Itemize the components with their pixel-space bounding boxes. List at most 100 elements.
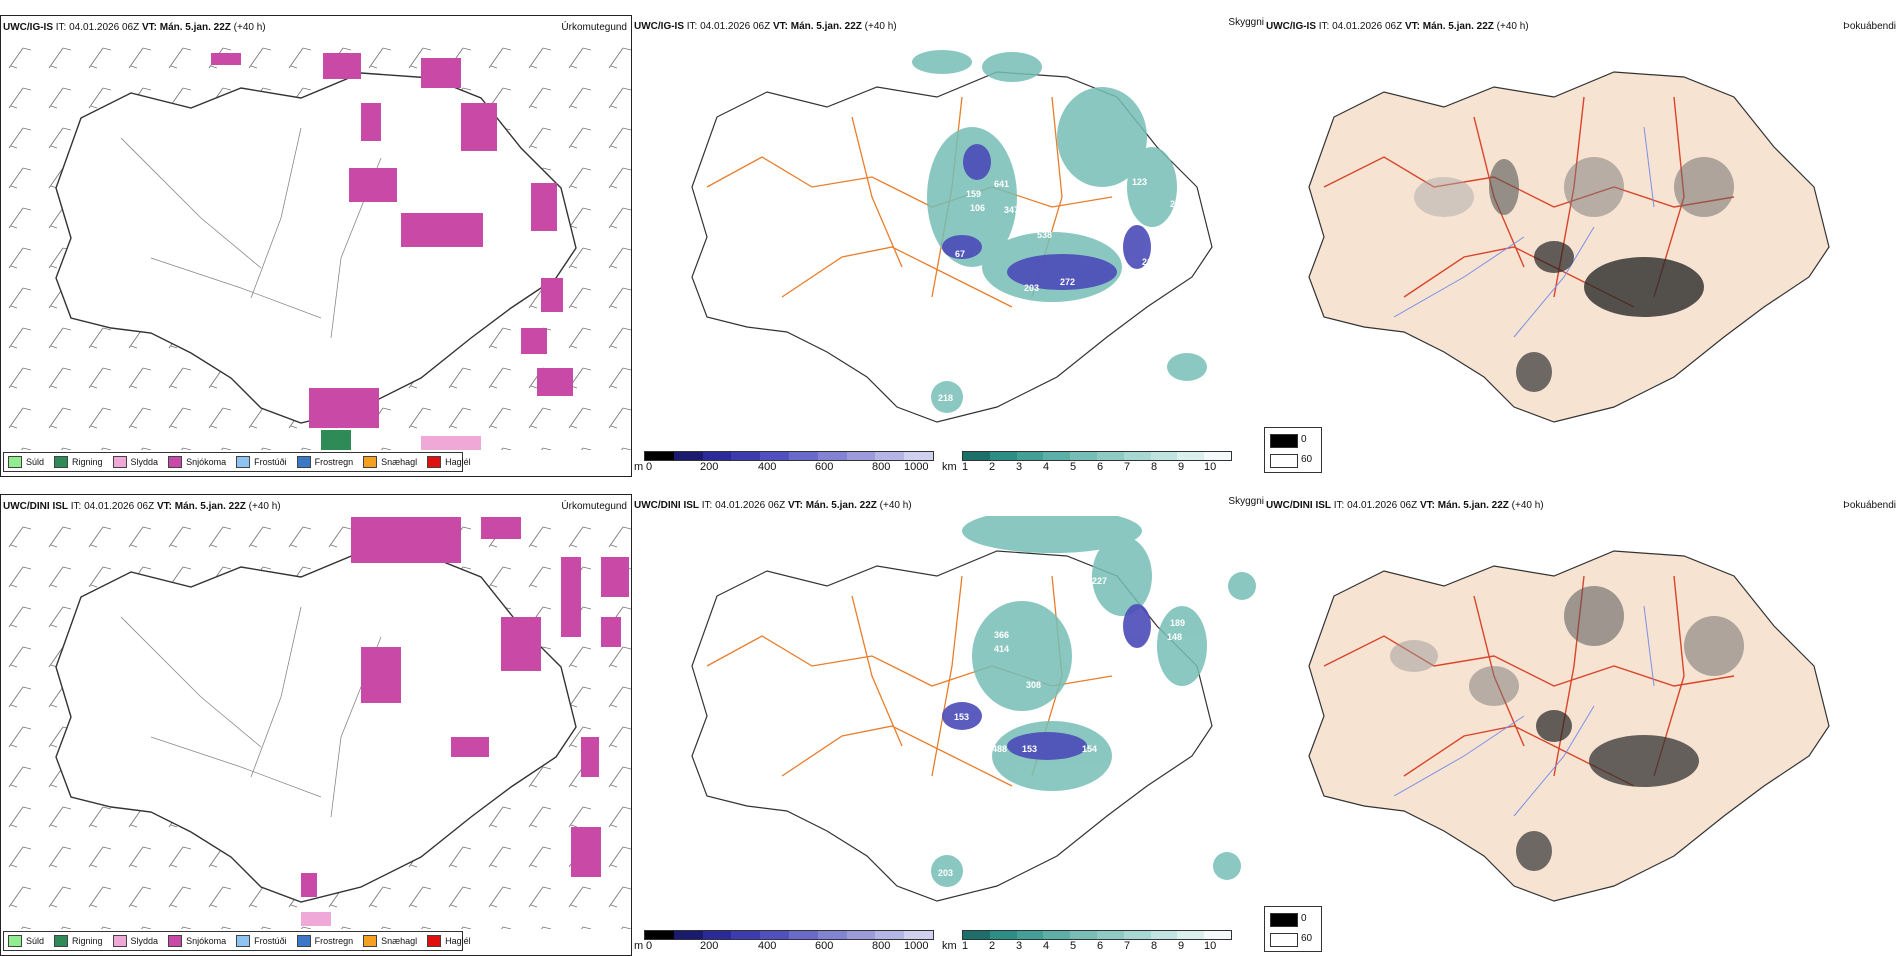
vis-tick: 10 (1204, 940, 1217, 952)
svg-text:308: 308 (1026, 680, 1041, 690)
vt-label: VT: (772, 21, 788, 32)
height-tick: 1000 (904, 940, 929, 952)
vis-color-step (1070, 931, 1097, 939)
fog-title: Þokuábendi (1843, 500, 1896, 511)
fog-legend-high: 60 (1301, 454, 1313, 465)
vis-tick: 5 (1070, 940, 1077, 952)
legend-item: Rigning (54, 456, 103, 468)
vis-tick: 6 (1097, 461, 1104, 473)
vis-color-step (1150, 931, 1178, 939)
vis-tick: 5 (1070, 461, 1077, 473)
cloud-map: 806 641 347 538 159 106 123 261 219 272 … (691, 50, 1213, 423)
height-color-step (645, 931, 674, 939)
vis-tick: 7 (1124, 461, 1131, 473)
legend-swatch (427, 456, 442, 468)
height-tick: 800 (872, 940, 891, 952)
vis-tick: 9 (1178, 940, 1185, 952)
legend-swatch (168, 935, 183, 947)
vis-tick: 4 (1043, 461, 1050, 473)
fog-legend-dark (1270, 913, 1298, 927)
legend-swatch (296, 935, 311, 947)
fog-legend-high: 60 (1301, 933, 1313, 944)
height-colorbar-strip (644, 451, 934, 461)
vis-unit: km (942, 461, 957, 473)
precip-panel-1: UWC/IG-IS IT: 04.01.2026 06Z VT: Mán. 5.… (0, 15, 632, 477)
height-tick: 200 (700, 461, 719, 473)
vt-value: Mán. 5.jan. 22Z (174, 501, 246, 512)
legend-item: Súld (8, 935, 44, 947)
svg-text:806: 806 (990, 125, 1005, 135)
height-color-step (731, 931, 761, 939)
vis-color-step (1016, 931, 1044, 939)
height-tick: 0 (646, 940, 653, 952)
legend-swatch (296, 456, 311, 468)
svg-text:153: 153 (1022, 744, 1037, 754)
height-tick: 1000 (904, 461, 929, 473)
legend-swatch (236, 935, 251, 947)
height-tick: 400 (758, 461, 777, 473)
cloud-panel-1: UWC/IG-IS IT: 04.01.2026 06Z VT: Mán. 5.… (632, 15, 1264, 477)
fog-map (1308, 550, 1830, 902)
fog-legend-low: 0 (1301, 913, 1307, 924)
legend-item: Rigning (54, 935, 103, 947)
it-label: IT: (1333, 500, 1345, 511)
vis-tick: 9 (1178, 461, 1185, 473)
vt-label: VT: (787, 500, 803, 511)
legend-item: Súld (8, 456, 44, 468)
svg-text:488: 488 (992, 744, 1007, 754)
height-colorbar-strip (644, 930, 934, 940)
vis-color-step (989, 931, 1017, 939)
visibility-colorbar-strip (962, 451, 1232, 461)
height-color-step (702, 452, 732, 460)
iceland-outline (55, 551, 577, 903)
height-color-step (846, 931, 876, 939)
fog-legend-low: 0 (1301, 434, 1307, 445)
height-color-step (673, 452, 703, 460)
legend-item: Snjókoma (168, 935, 226, 947)
panel-header: UWC/DINI ISL IT: 04.01.2026 06Z VT: Mán.… (3, 501, 281, 512)
legend-swatch (168, 456, 183, 468)
height-color-step (904, 931, 933, 939)
svg-text:261: 261 (1170, 199, 1185, 209)
vt-label: VT: (1419, 500, 1435, 511)
vis-tick: 1 (962, 461, 969, 473)
fog-panel-2: UWC/DINI ISL IT: 04.01.2026 06Z VT: Mán.… (1264, 494, 1896, 956)
fog-legend-light (1270, 454, 1298, 468)
roads (120, 606, 382, 818)
vt-value: Mán. 5.jan. 22Z (1422, 21, 1494, 32)
it-value: 04.01.2026 06Z (715, 500, 786, 511)
legend-swatch (363, 935, 378, 947)
height-colorbar: m 0 200 400 600 800 1000 (634, 451, 934, 477)
svg-text:106: 106 (970, 203, 985, 213)
precip-legend: Súld Rigning Slydda Snjókoma Frostúði Fr… (3, 931, 471, 951)
model-name: UWC/DINI ISL (1266, 500, 1331, 511)
it-value: 04.01.2026 06Z (1332, 21, 1403, 32)
cloud-panel-2: UWC/DINI ISL IT: 04.01.2026 06Z VT: Mán.… (632, 494, 1264, 956)
model-name: UWC/DINI ISL (3, 501, 68, 512)
vis-tick: 6 (1097, 940, 1104, 952)
it-value: 04.01.2026 06Z (700, 21, 771, 32)
legend-item: Snæhagl (363, 456, 417, 468)
legend-item: Frostregn (296, 935, 353, 947)
legend-item: Frostúði (236, 935, 287, 947)
panel-header: UWC/IG-IS IT: 04.01.2026 06Z VT: Mán. 5.… (1266, 21, 1529, 32)
roads (120, 127, 382, 339)
svg-text:538: 538 (1037, 230, 1052, 240)
height-color-step (702, 931, 732, 939)
height-colorbar: m 0 200 400 600 800 1000 (634, 930, 934, 956)
lead-time: (+40 h) (248, 501, 281, 512)
panel-header: UWC/IG-IS IT: 04.01.2026 06Z VT: Mán. 5.… (634, 21, 897, 32)
height-color-step (760, 931, 789, 939)
vis-tick: 4 (1043, 940, 1050, 952)
it-label: IT: (1318, 21, 1330, 32)
svg-text:148: 148 (1167, 632, 1182, 642)
vis-tick: 2 (989, 461, 996, 473)
snow-areas (211, 53, 573, 428)
vis-color-step (1204, 452, 1231, 460)
height-color-step (731, 452, 761, 460)
legend-swatch (112, 935, 127, 947)
sleet-area (421, 436, 481, 450)
precip-map (1, 38, 631, 450)
cloud-base-labels: 227 189 148 366 414 308 153 488 153 154 … (938, 576, 1185, 878)
vis-tick: 10 (1204, 461, 1217, 473)
